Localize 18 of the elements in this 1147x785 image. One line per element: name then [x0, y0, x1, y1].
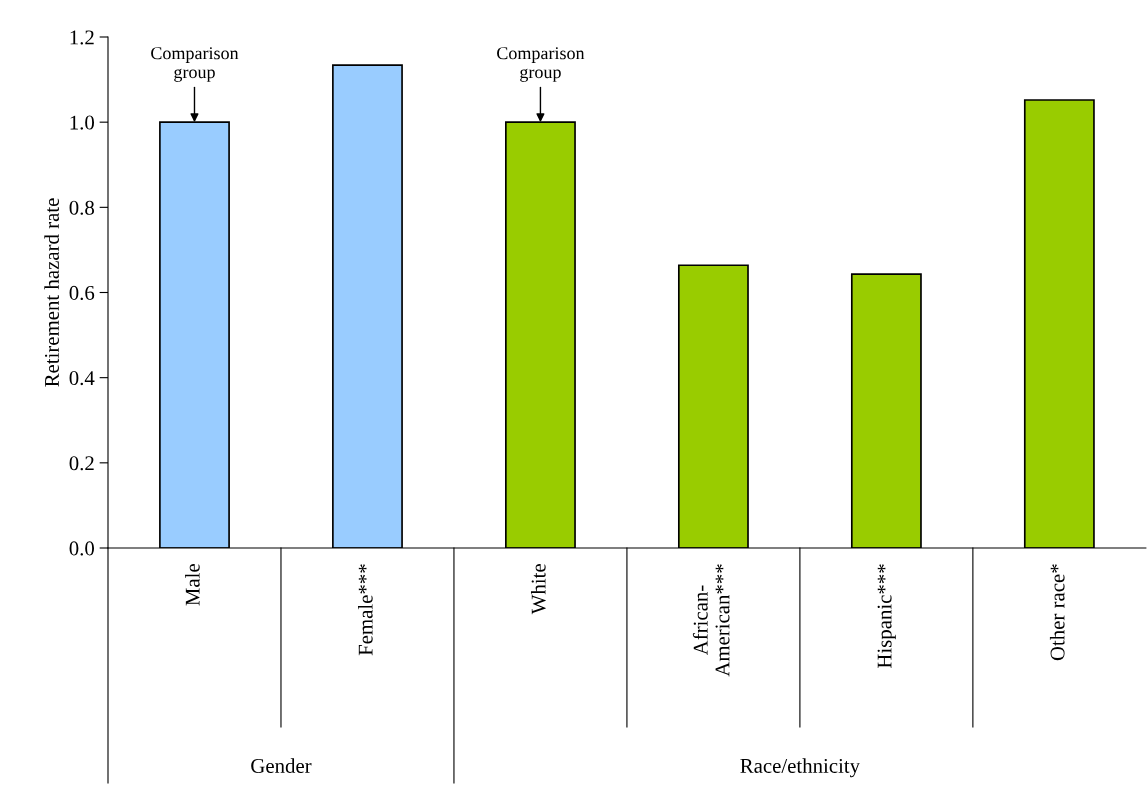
y-tick-label: 0.2 [69, 456, 94, 471]
x-tick-label: Male [185, 564, 200, 606]
y-tick-label: 0.0 [69, 541, 95, 556]
y-tick-label: 1.2 [70, 30, 94, 45]
x-tick-label: African- American*** [692, 564, 730, 677]
y-axis-title: Retirement hazard rate [44, 198, 59, 387]
annotation: Comparison group [151, 47, 239, 82]
text: Race/ethnicity [740, 758, 860, 778]
x-tick-label: White [530, 564, 546, 615]
y-tick-label: 0.6 [69, 285, 95, 301]
y-tick-label: 1.0 [70, 115, 95, 130]
annotation: Comparison group [497, 47, 585, 82]
x-tick-label: Other race* [1049, 564, 1065, 661]
x-tick-label: Female*** [358, 564, 373, 656]
x-tick-label: Hispanic*** [877, 564, 896, 669]
y-tick-label: 0.4 [69, 371, 95, 386]
y-tick-label: 0.8 [69, 200, 95, 215]
text: Gender [251, 758, 312, 773]
